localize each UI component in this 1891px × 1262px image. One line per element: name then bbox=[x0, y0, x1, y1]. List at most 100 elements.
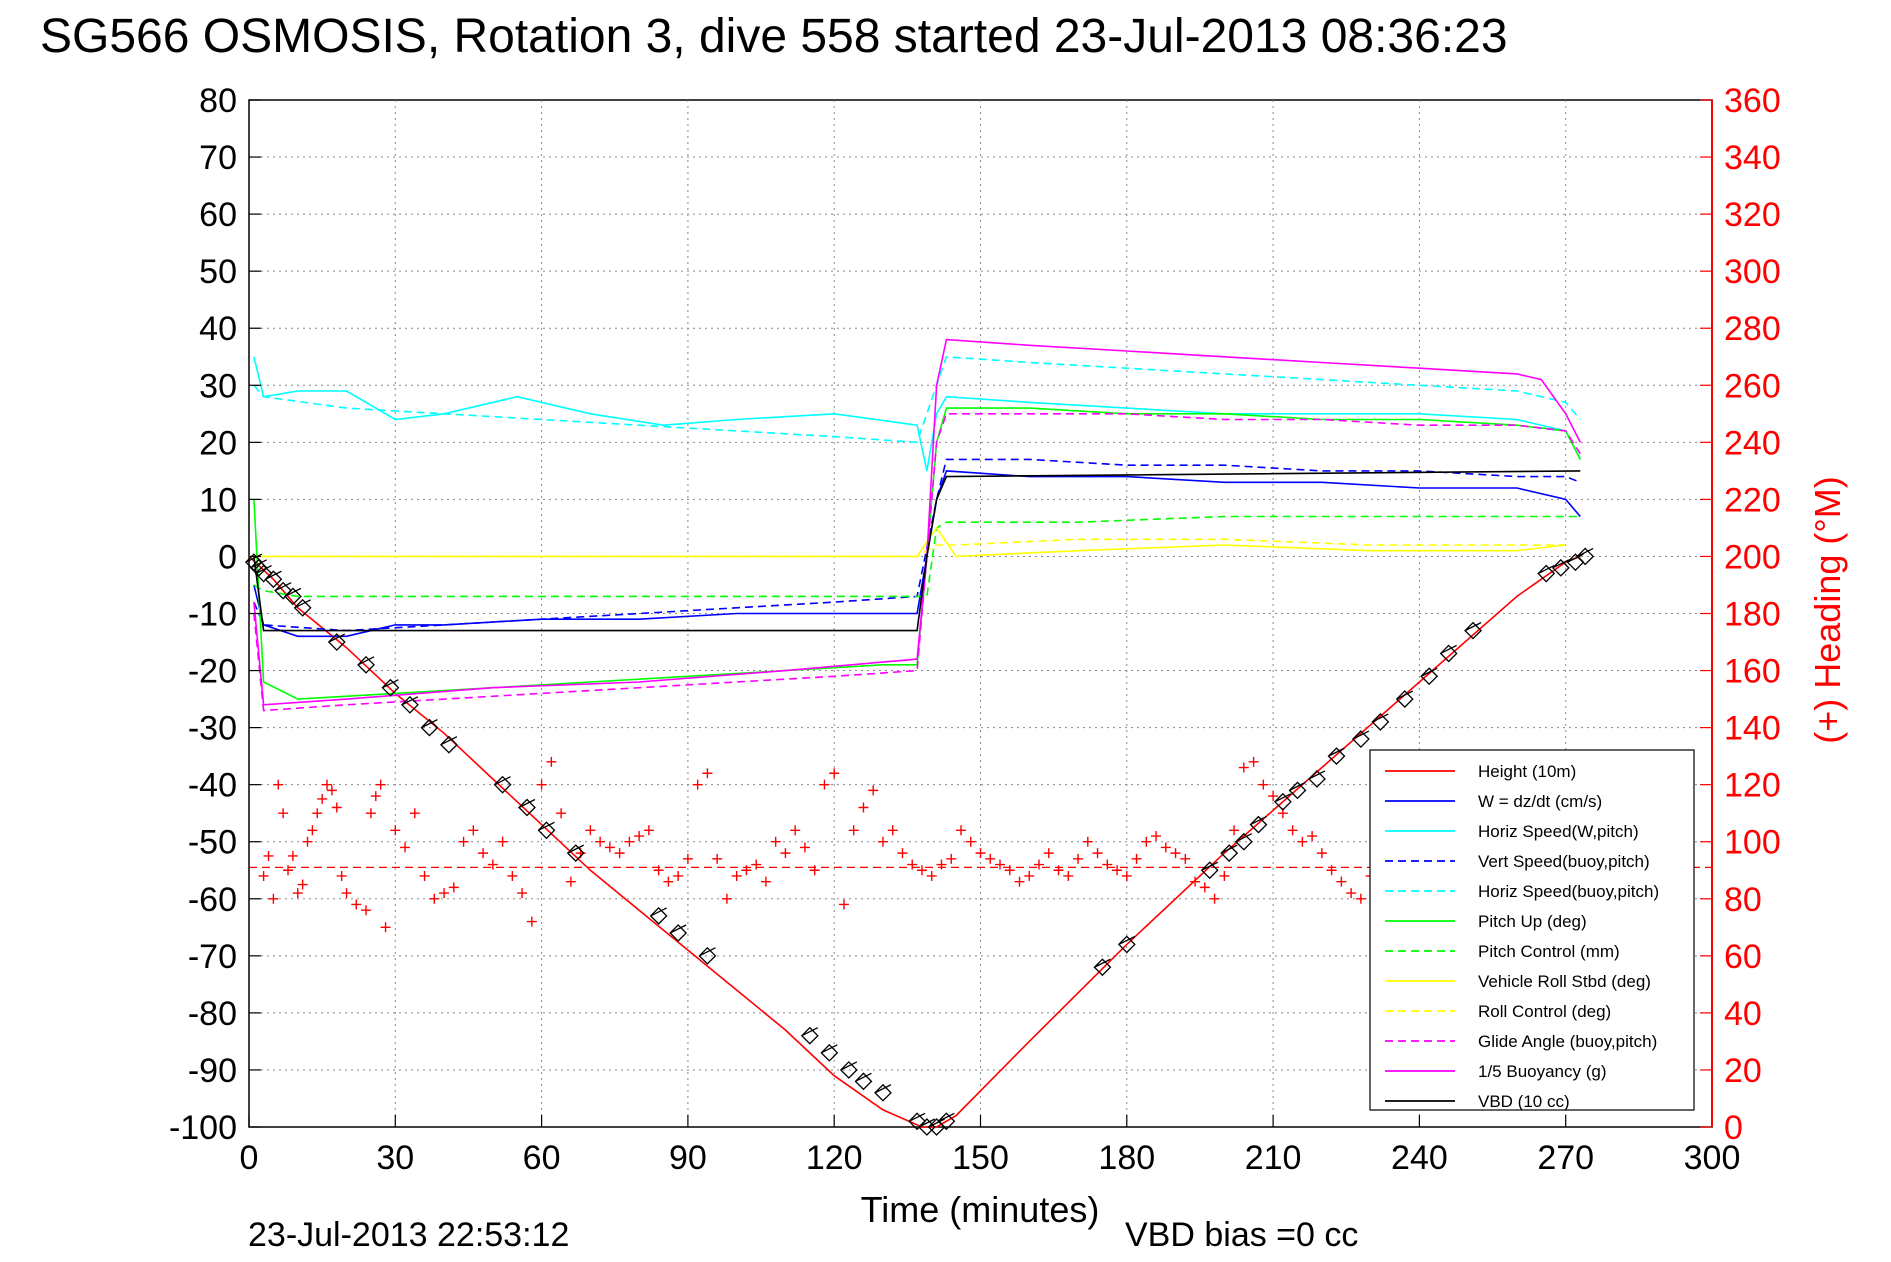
heading-point bbox=[283, 865, 294, 876]
heading-point bbox=[916, 865, 927, 876]
heading-point bbox=[1151, 831, 1162, 842]
heading-point bbox=[307, 825, 318, 836]
legend-label: Vehicle Roll Stbd (deg) bbox=[1478, 972, 1651, 991]
y-tick-label: -70 bbox=[188, 938, 237, 976]
y-tick-label: 40 bbox=[199, 310, 237, 348]
legend-label: VBD (10 cc) bbox=[1478, 1092, 1570, 1111]
y-tick-label: 80 bbox=[199, 82, 237, 120]
heading-point bbox=[1053, 865, 1064, 876]
series-line-4 bbox=[253, 458, 1581, 632]
heading-point bbox=[409, 808, 420, 819]
heading-point bbox=[370, 791, 381, 802]
heading-point bbox=[848, 825, 859, 836]
dive-marker bbox=[669, 924, 688, 942]
heading-point bbox=[907, 859, 918, 870]
series-line-1 bbox=[248, 555, 1581, 1128]
heading-point bbox=[946, 853, 957, 864]
series-line-7 bbox=[253, 515, 1581, 598]
heading-point bbox=[1219, 870, 1230, 881]
dive-marker bbox=[1249, 815, 1268, 834]
heading-point bbox=[702, 768, 713, 779]
heading-point bbox=[278, 808, 289, 819]
y-tick-label: 50 bbox=[199, 253, 237, 291]
dive-marker bbox=[401, 695, 419, 714]
dive-marker bbox=[908, 1112, 927, 1131]
right-y-tick-label: 120 bbox=[1724, 767, 1781, 805]
heading-point bbox=[663, 876, 674, 887]
heading-point bbox=[1092, 848, 1103, 859]
dive-marker bbox=[854, 1072, 873, 1091]
heading-point bbox=[487, 859, 498, 870]
heading-point bbox=[819, 779, 830, 790]
y-tick-label: 10 bbox=[199, 481, 237, 519]
dive-marker bbox=[649, 906, 668, 925]
right-y-tick-label: 220 bbox=[1724, 481, 1781, 519]
heading-point bbox=[1180, 853, 1191, 864]
dive-marker bbox=[698, 946, 717, 965]
dive-marker bbox=[800, 1026, 819, 1045]
x-tick-label: 120 bbox=[806, 1139, 863, 1177]
dive-marker bbox=[566, 844, 585, 863]
right-y-tick-label: 20 bbox=[1724, 1052, 1762, 1090]
legend-box bbox=[1369, 749, 1695, 1111]
right-y-tick-label: 320 bbox=[1724, 196, 1781, 234]
right-y-tick-label: 340 bbox=[1724, 139, 1781, 177]
legend: Height (10m) W = dz/dt (cm/s) Horiz Speed(… bbox=[1369, 749, 1695, 1111]
y-tick-label: 60 bbox=[199, 196, 237, 234]
dive-markers bbox=[244, 547, 1595, 1136]
dive-marker bbox=[1234, 832, 1253, 851]
right-y-tick-label: 360 bbox=[1724, 82, 1781, 120]
heading-point bbox=[375, 779, 386, 790]
heading-point bbox=[955, 825, 966, 836]
heading-point bbox=[1073, 853, 1084, 864]
dive-marker bbox=[420, 718, 439, 737]
heading-point bbox=[1034, 859, 1045, 870]
heading-point bbox=[1268, 791, 1279, 802]
legend-label: Glide Angle (buoy,pitch) bbox=[1478, 1032, 1657, 1051]
right-y-tick-label: 80 bbox=[1724, 881, 1762, 919]
heading-point bbox=[287, 850, 298, 861]
heading-point bbox=[770, 836, 781, 847]
y-tick-label: -40 bbox=[188, 767, 237, 805]
heading-point bbox=[400, 842, 411, 853]
right-y-tick-label: 240 bbox=[1724, 424, 1781, 462]
legend-label: Vert Speed(buoy,pitch) bbox=[1478, 852, 1650, 871]
dive-marker bbox=[1537, 564, 1556, 583]
dive-marker bbox=[937, 1112, 956, 1131]
heading-point bbox=[1297, 836, 1308, 847]
heading-point bbox=[1346, 888, 1357, 899]
dive-marker bbox=[518, 798, 536, 817]
dive-marker bbox=[1395, 690, 1414, 709]
heading-point bbox=[317, 793, 328, 804]
heading-point bbox=[1307, 831, 1318, 842]
heading-point bbox=[838, 899, 849, 910]
legend-label: Horiz Speed(W,pitch) bbox=[1478, 822, 1639, 841]
heading-point bbox=[751, 859, 762, 870]
dive-marker bbox=[820, 1043, 839, 1062]
heading-point bbox=[365, 808, 376, 819]
dive-marker bbox=[1273, 792, 1292, 811]
heading-point bbox=[897, 848, 908, 859]
dive-marker bbox=[839, 1061, 858, 1079]
heading-point bbox=[965, 836, 976, 847]
heading-point bbox=[829, 768, 840, 779]
dive-marker bbox=[1439, 644, 1458, 663]
heading-point bbox=[1336, 876, 1347, 887]
heading-point bbox=[877, 836, 888, 847]
heading-point bbox=[263, 850, 274, 861]
footer-timestamp: 23-Jul-2013 22:53:12 bbox=[248, 1216, 569, 1254]
dive-marker bbox=[283, 587, 302, 606]
dive-marker bbox=[254, 564, 273, 583]
x-tick-label: 300 bbox=[1684, 1139, 1741, 1177]
legend-label: Height (10m) bbox=[1478, 762, 1576, 781]
heading-point bbox=[780, 848, 791, 859]
right-y-tick-label: 200 bbox=[1724, 538, 1781, 576]
heading-point bbox=[1141, 836, 1152, 847]
y-tick-label: -10 bbox=[188, 596, 237, 634]
heading-point bbox=[351, 899, 362, 910]
y-tick-label: -100 bbox=[169, 1109, 237, 1147]
heading-point bbox=[936, 859, 947, 870]
footer-vbd-bias: VBD bias =0 cc bbox=[1125, 1216, 1358, 1254]
y-tick-label: 70 bbox=[199, 139, 237, 177]
heading-point bbox=[458, 836, 469, 847]
